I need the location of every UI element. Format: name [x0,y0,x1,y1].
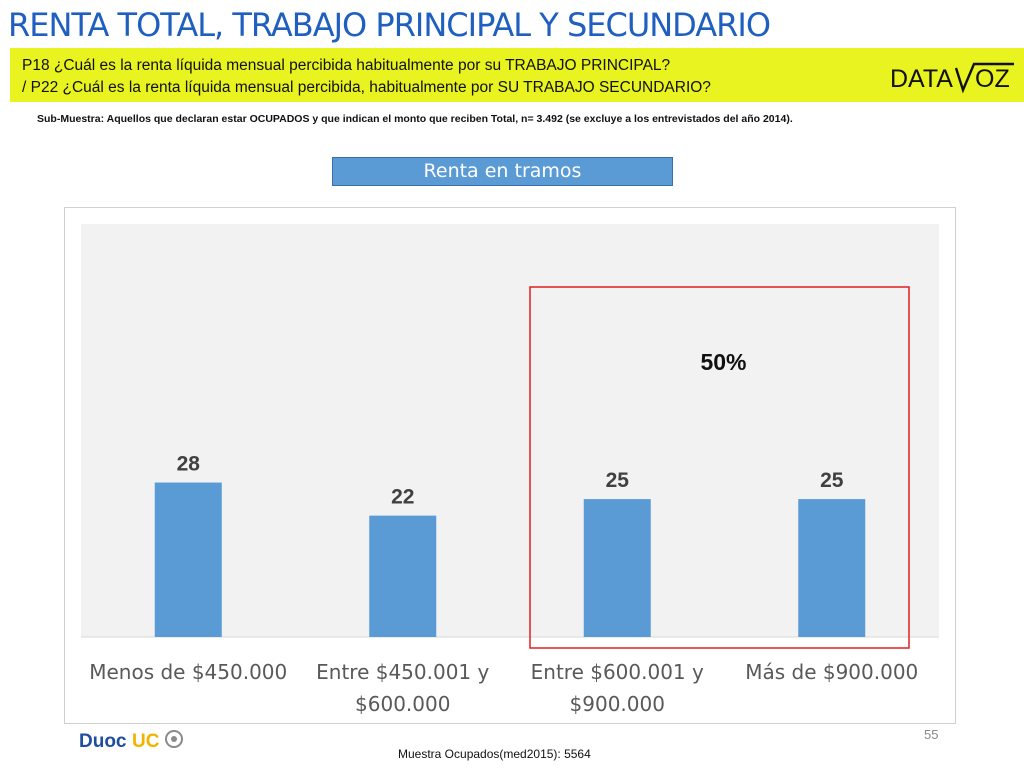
question-p18: P18 ¿Cuál es la renta líquida mensual pe… [22,57,671,74]
chart-frame: 28 Menos de $450.000 22 Entre $450.001 y $60… [64,207,956,724]
bar-2 [369,515,437,637]
x-tick-label-4: Más de $900.000 [745,660,918,684]
logo-v-mark [954,62,1014,94]
data-label-2: 22 [391,486,414,509]
plot-area [81,224,939,637]
subsample-note: Sub-Muestra: Aquellos que declaran estar… [37,113,793,125]
bar-1 [154,482,222,637]
bar-chart: 28 Menos de $450.000 22 Entre $450.001 y $60… [81,224,939,716]
duocuc-logo: Duoc UC [79,730,183,752]
datavoz-logo: DATA OZ [890,62,1014,94]
x-tick-label-3-line-2: $900.000 [570,692,665,716]
crest-center-icon [171,736,177,742]
uc-text: UC [132,731,160,752]
x-tick-label-1: Menos de $450.000 [89,660,287,684]
section-label: Renta en tramos [332,157,673,186]
highlight-total-label: 50% [700,349,746,375]
bar-4 [798,499,866,637]
sample-note: Muestra Ocupados(med2015): 5564 [398,747,591,761]
bar-3 [583,499,651,637]
data-label-3: 25 [606,469,630,492]
question-banner: P18 ¿Cuál es la renta líquida mensual pe… [10,48,1024,102]
x-tick-label-2-line-1: Entre $450.001 y [316,660,489,684]
crest-icon [165,730,183,748]
question-p22: / P22 ¿Cuál es la renta líquida mensual … [22,79,711,96]
data-label-1: 28 [177,453,201,476]
x-tick-label-3-line-1: Entre $600.001 y [531,660,704,684]
logo-text-data: DATA [890,65,953,93]
page-title: RENTA TOTAL, TRABAJO PRINCIPAL Y SECUNDA… [8,6,771,44]
duoc-text: Duoc [79,731,127,752]
page-number: 55 [924,727,939,742]
highlight-box [529,286,910,649]
x-tick-label-2-line-2: $600.000 [355,692,450,716]
data-label-4: 25 [820,469,844,492]
logo-text-oz: OZ [975,65,1010,93]
